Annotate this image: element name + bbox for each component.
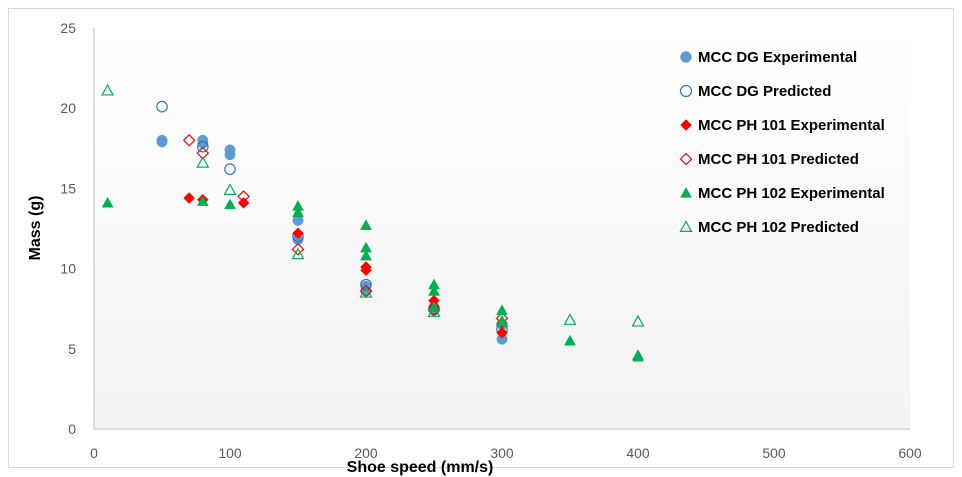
data-point — [427, 305, 441, 317]
data-point — [360, 249, 372, 261]
y-tick-label: 20 — [60, 100, 76, 116]
data-point — [237, 196, 250, 209]
data-point — [495, 314, 509, 327]
data-point — [428, 285, 440, 296]
data-point — [182, 133, 196, 147]
legend-label: MCC PH 102 Experimental — [698, 185, 885, 202]
data-point — [563, 313, 577, 325]
x-tick-label: 500 — [762, 445, 786, 461]
data-point — [224, 163, 236, 175]
plot-area-background — [94, 28, 910, 429]
data-point — [196, 146, 210, 160]
data-point — [631, 314, 645, 327]
series-6 — [101, 83, 645, 327]
data-point — [237, 190, 250, 203]
x-axis-title: Shoe speed (mm/s) — [347, 459, 494, 476]
y-tick-label: 15 — [60, 180, 76, 196]
data-point — [156, 134, 168, 146]
y-tick-label: 5 — [68, 341, 76, 357]
data-point — [359, 285, 373, 298]
x-tick-label: 300 — [490, 445, 514, 461]
x-tick-label: 600 — [898, 445, 922, 461]
y-tick-label: 0 — [68, 421, 76, 437]
x-tick-label: 400 — [626, 445, 650, 461]
axes — [93, 28, 910, 430]
legend-marker — [679, 84, 693, 98]
legend-marker — [680, 119, 692, 131]
data-point — [224, 144, 236, 156]
data-point — [291, 243, 305, 256]
data-point — [223, 183, 237, 196]
data-points — [101, 83, 645, 362]
tick-labels: 0 100 200 300 400 500 600 0 5 10 15 20 25 — [60, 20, 921, 461]
data-point — [496, 326, 508, 339]
data-point — [292, 206, 304, 218]
data-point — [632, 350, 644, 362]
legend-label: MCC PH 102 Predicted — [698, 219, 859, 236]
data-point — [197, 140, 209, 153]
y-axis-title: Mass (g) — [27, 196, 44, 261]
data-point — [292, 227, 304, 240]
data-point — [196, 195, 209, 206]
x-tick-label: 200 — [354, 445, 378, 461]
legend: MCC DG Experimental MCC DG Predicted MCC P… — [679, 49, 885, 236]
legend-label: MCC PH 101 Experimental — [698, 117, 885, 134]
legend-label: MCC DG Experimental — [698, 49, 857, 66]
legend-marker — [680, 51, 692, 63]
y-tick-label: 10 — [60, 261, 76, 277]
data-point — [196, 156, 210, 168]
y-tick-label: 25 — [60, 20, 76, 36]
legend-marker — [680, 186, 692, 198]
data-point — [224, 198, 236, 210]
data-point — [197, 134, 209, 146]
data-point — [101, 196, 114, 208]
data-point — [291, 247, 305, 260]
data-point — [360, 264, 372, 277]
legend-label: MCC DG Predicted — [698, 83, 831, 100]
legend-marker — [679, 152, 693, 166]
data-point — [360, 278, 372, 291]
data-point — [156, 100, 168, 113]
data-point — [496, 304, 508, 315]
data-point — [360, 219, 372, 230]
x-tick-label: 0 — [90, 445, 98, 461]
data-point — [101, 83, 115, 96]
legend-marker — [679, 220, 693, 232]
data-point — [564, 334, 576, 346]
legend-label: MCC PH 101 Predicted — [698, 151, 859, 168]
x-tick-label: 100 — [218, 445, 242, 461]
data-point — [183, 192, 196, 204]
